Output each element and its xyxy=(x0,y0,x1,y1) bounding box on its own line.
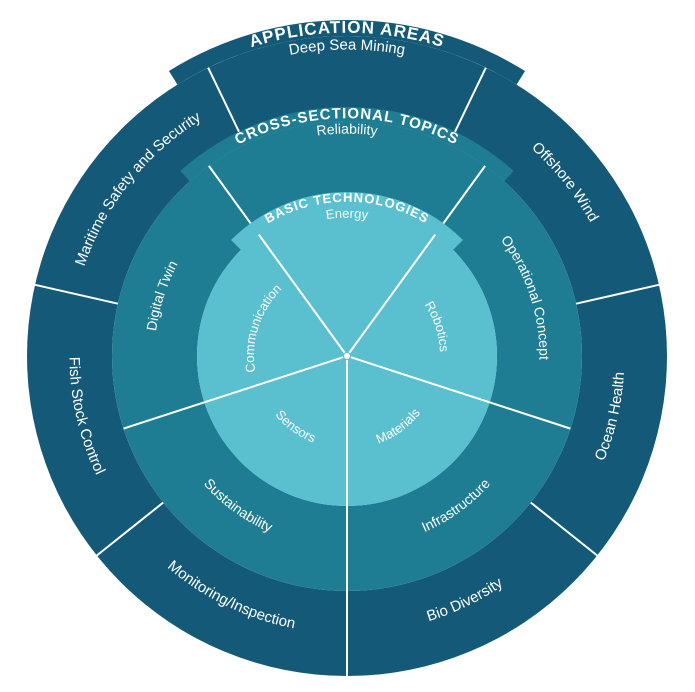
ring-inner: BASIC TECHNOLOGIESEnergyRoboticsMaterial… xyxy=(197,190,497,506)
segment-label-inner-0: Energy xyxy=(325,206,370,223)
segment-label-middle-0: Reliability xyxy=(316,121,379,139)
concentric-ring-diagram: APPLICATION AREASDeep Sea MiningOffshore… xyxy=(0,0,695,692)
